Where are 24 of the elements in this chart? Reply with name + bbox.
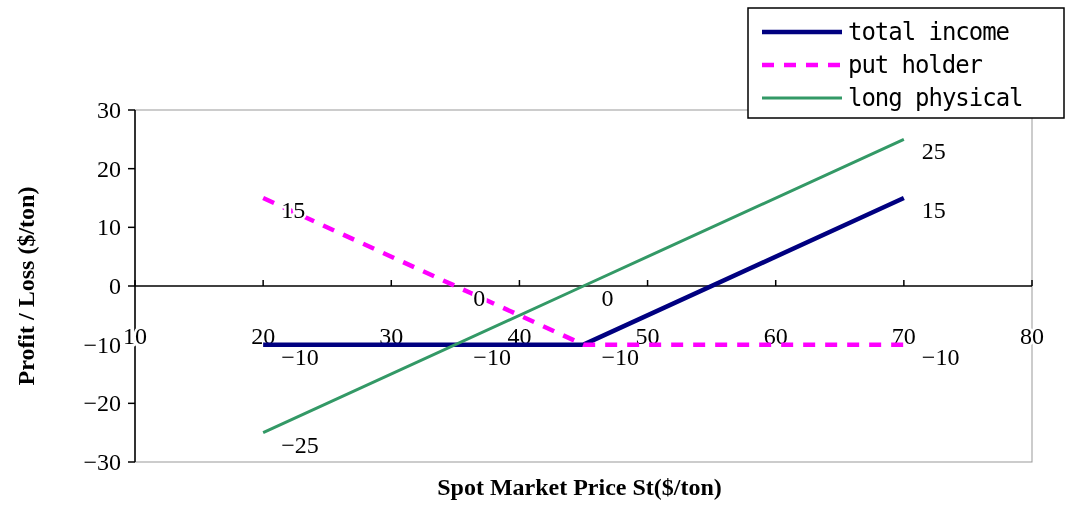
- y-tick-label: 30: [97, 97, 121, 123]
- x-axis-title: Spot Market Price St($/ton): [437, 474, 722, 500]
- x-tick-label: 80: [1020, 323, 1044, 349]
- data-label: −25: [281, 431, 319, 458]
- x-tick-label: 20: [251, 323, 276, 349]
- data-label: 25: [921, 138, 946, 165]
- y-tick-label: 20: [97, 155, 121, 182]
- y-tick-label: 10: [97, 214, 121, 241]
- x-tick-label: 60: [763, 323, 788, 349]
- y-tick-label: −10: [83, 331, 121, 358]
- x-tick-label: 70: [891, 323, 916, 349]
- data-label: −10: [921, 343, 960, 370]
- legend-label: total income: [848, 18, 1010, 46]
- data-label: 0: [473, 285, 486, 311]
- y-tick-label: −30: [83, 449, 121, 475]
- data-label: 15: [921, 197, 946, 223]
- data-label: 0: [601, 285, 614, 311]
- data-label: −10: [281, 343, 319, 370]
- data-label: −10: [601, 343, 640, 370]
- y-tick-label: −20: [83, 390, 121, 417]
- y-axis-title: Profit / Loss ($/ton): [13, 186, 39, 386]
- legend-label: put holder: [848, 51, 983, 79]
- legend-label: long physical: [848, 84, 1024, 112]
- y-tick-label: 0: [109, 273, 121, 299]
